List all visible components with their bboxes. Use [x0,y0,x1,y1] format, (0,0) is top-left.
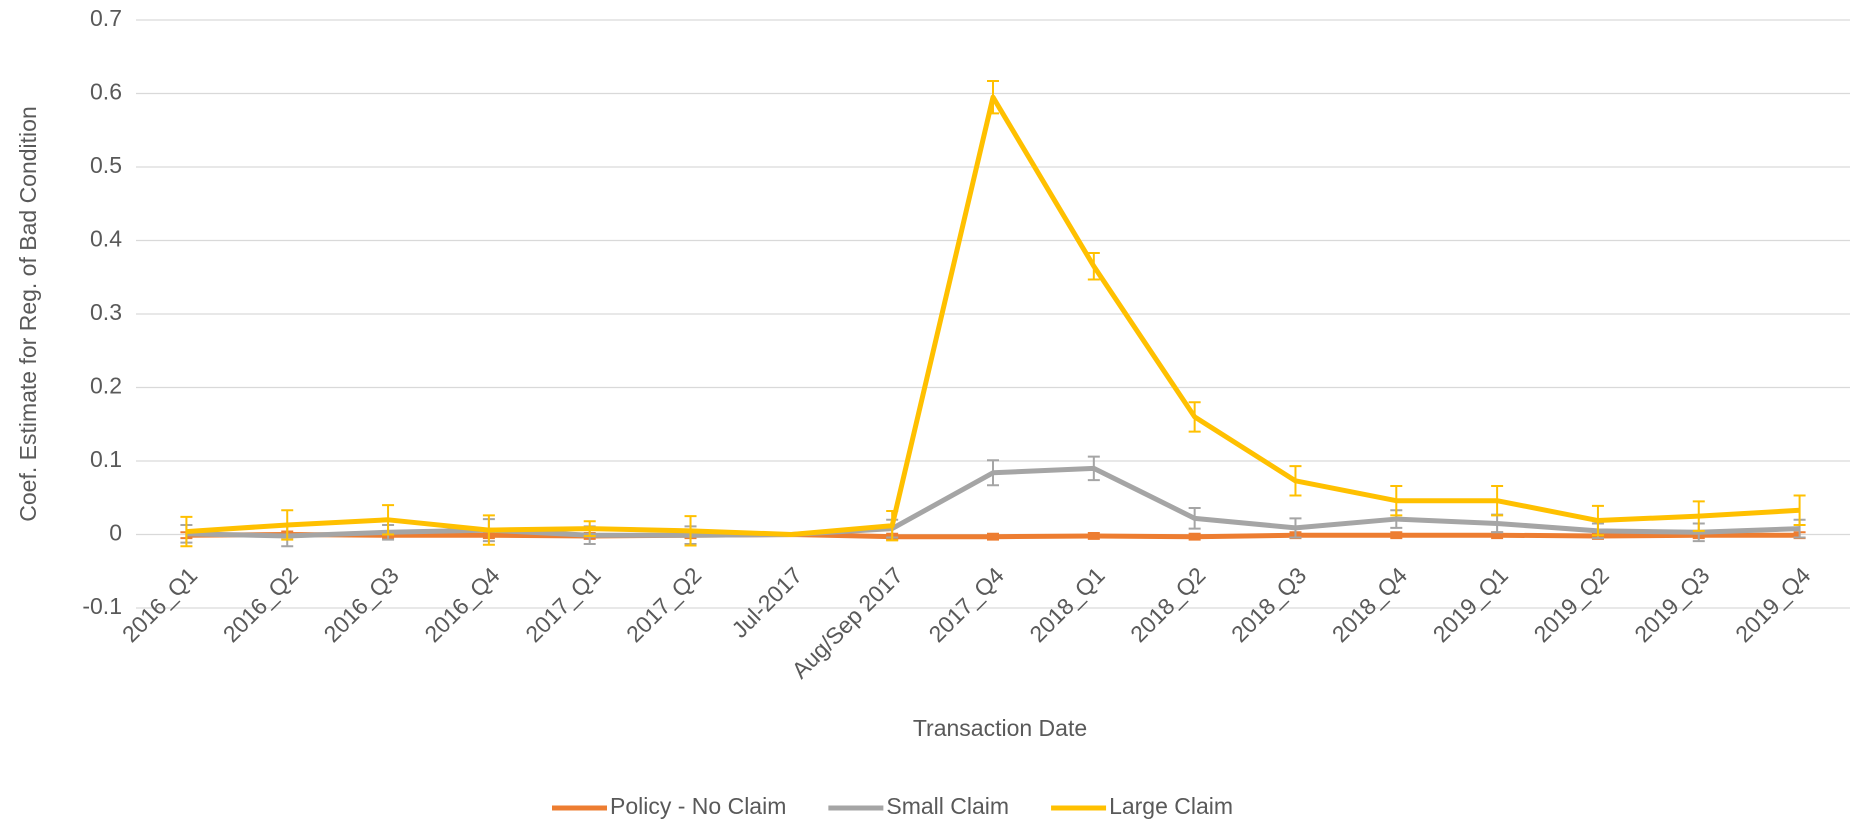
x-tick-label: 2019_Q1 [1428,562,1513,647]
y-tick-label: 0.2 [90,373,122,399]
error-bar [1793,494,1806,526]
x-tick-label: 2016_Q1 [117,562,202,647]
y-axis-title: Coef. Estimate for Reg. of Bad Condition [15,106,41,522]
legend-label: Large Claim [1109,793,1233,819]
series-line [186,94,1800,537]
series-line [186,532,1800,540]
x-tick-label: 2016_Q2 [218,562,303,647]
y-tick-label: 0 [109,520,122,546]
x-tick-label: 2016_Q3 [319,562,404,647]
x-tick-label: 2016_Q4 [419,562,504,647]
y-tick-label: 0.5 [90,152,122,178]
x-tick-label: 2018_Q4 [1327,562,1412,647]
legend-label: Small Claim [886,793,1009,819]
y-tick-label: 0.3 [90,299,122,325]
y-tick-label: 0.4 [90,226,122,252]
x-tick-label: 2017_Q1 [520,562,605,647]
y-tick-label: 0.7 [90,5,122,31]
legend-label: Policy - No Claim [610,793,786,819]
x-axis-title: Transaction Date [913,715,1087,741]
x-tick-label: 2017_Q2 [621,562,706,647]
y-tick-label: 0.6 [90,79,122,105]
x-tick-label: 2018_Q1 [1024,562,1109,647]
series-line [186,465,1800,539]
y-tick-label: -0.1 [82,593,122,619]
x-tick-label: 2019_Q4 [1730,562,1815,647]
x-tick-label: 2019_Q3 [1629,562,1714,647]
y-tick-label: 0.1 [90,446,122,472]
x-tick-label: 2018_Q3 [1226,562,1311,647]
x-tick-label: 2019_Q2 [1528,562,1613,647]
x-tick-label: 2017_Q4 [924,562,1009,647]
x-tick-label: 2018_Q2 [1125,562,1210,647]
x-tick-label: Jul-2017 [726,562,807,643]
